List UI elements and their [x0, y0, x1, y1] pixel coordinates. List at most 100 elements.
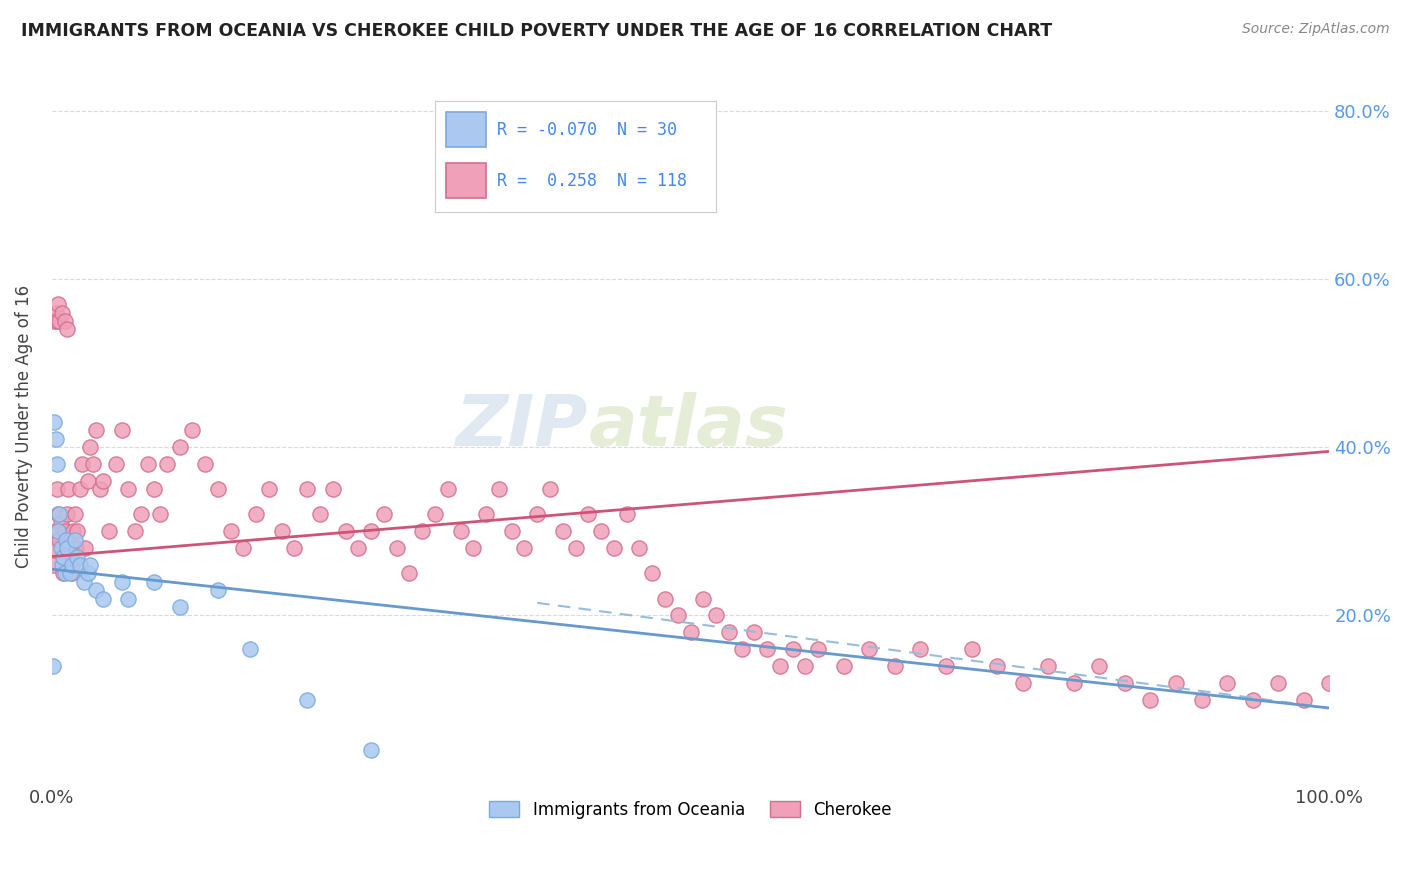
Point [49, 516, 72, 530]
Point [91, 591, 114, 606]
Point [297, 692, 319, 706]
Point [60, 558, 83, 572]
Point [169, 440, 191, 454]
Point [76, 474, 98, 488]
Point [53, 566, 76, 581]
Point [59, 549, 82, 564]
Point [142, 574, 165, 589]
Point [883, 659, 905, 673]
Point [51, 305, 73, 319]
Point [48, 533, 70, 547]
Point [53, 314, 76, 328]
Point [616, 508, 638, 522]
Point [603, 541, 626, 556]
Point [666, 608, 689, 623]
Point [46, 297, 69, 311]
Point [111, 423, 134, 437]
Point [207, 583, 229, 598]
Point [679, 625, 702, 640]
Point [744, 625, 766, 640]
Point [1164, 675, 1187, 690]
Point [142, 482, 165, 496]
Point [730, 642, 752, 657]
Point [475, 508, 498, 522]
Point [45, 305, 67, 319]
Point [538, 482, 561, 496]
Point [52, 549, 75, 564]
Point [55, 533, 77, 547]
Point [1011, 675, 1033, 690]
Point [322, 482, 344, 496]
Point [66, 549, 89, 564]
Point [44, 415, 66, 429]
Point [46, 508, 69, 522]
Point [117, 591, 139, 606]
Point [398, 566, 420, 581]
Point [1267, 675, 1289, 690]
Point [52, 566, 75, 581]
Point [807, 642, 830, 657]
Point [564, 541, 586, 556]
Point [124, 524, 146, 539]
Point [347, 541, 370, 556]
Point [48, 508, 70, 522]
Point [628, 541, 651, 556]
Point [156, 457, 179, 471]
Point [63, 533, 86, 547]
Point [654, 591, 676, 606]
Point [91, 474, 114, 488]
Point [373, 508, 395, 522]
Point [935, 659, 957, 673]
Point [55, 549, 77, 564]
Point [335, 524, 357, 539]
Point [1139, 692, 1161, 706]
Text: Source: ZipAtlas.com: Source: ZipAtlas.com [1241, 22, 1389, 37]
Point [69, 558, 91, 572]
Point [756, 642, 779, 657]
Point [56, 322, 79, 336]
Point [194, 457, 217, 471]
Point [1216, 675, 1239, 690]
Point [65, 541, 87, 556]
Text: IMMIGRANTS FROM OCEANIA VS CHEROKEE CHILD POVERTY UNDER THE AGE OF 16 CORRELATIO: IMMIGRANTS FROM OCEANIA VS CHEROKEE CHIL… [21, 22, 1052, 40]
Point [551, 524, 574, 539]
Point [51, 541, 73, 556]
Point [794, 659, 817, 673]
Point [385, 541, 408, 556]
Point [1241, 692, 1264, 706]
Point [858, 642, 880, 657]
Point [98, 524, 121, 539]
Point [1038, 659, 1060, 673]
Point [79, 440, 101, 454]
Point [111, 574, 134, 589]
Point [59, 566, 82, 581]
Point [45, 524, 67, 539]
Point [360, 743, 382, 757]
Point [136, 457, 159, 471]
Point [704, 608, 727, 623]
Point [104, 457, 127, 471]
Point [66, 524, 89, 539]
Point [692, 591, 714, 606]
Point [86, 583, 108, 598]
Point [232, 541, 254, 556]
Point [53, 524, 76, 539]
Point [513, 541, 536, 556]
Point [89, 482, 111, 496]
Point [436, 482, 458, 496]
Point [69, 482, 91, 496]
Text: atlas: atlas [588, 392, 787, 460]
Point [526, 508, 548, 522]
Point [48, 314, 70, 328]
Point [1063, 675, 1085, 690]
Point [832, 659, 855, 673]
Y-axis label: Child Poverty Under the Age of 16: Child Poverty Under the Age of 16 [15, 285, 32, 567]
Point [986, 659, 1008, 673]
Point [51, 558, 73, 572]
Point [73, 541, 96, 556]
Point [283, 541, 305, 556]
Point [117, 482, 139, 496]
Point [82, 457, 104, 471]
Point [360, 524, 382, 539]
Point [79, 558, 101, 572]
